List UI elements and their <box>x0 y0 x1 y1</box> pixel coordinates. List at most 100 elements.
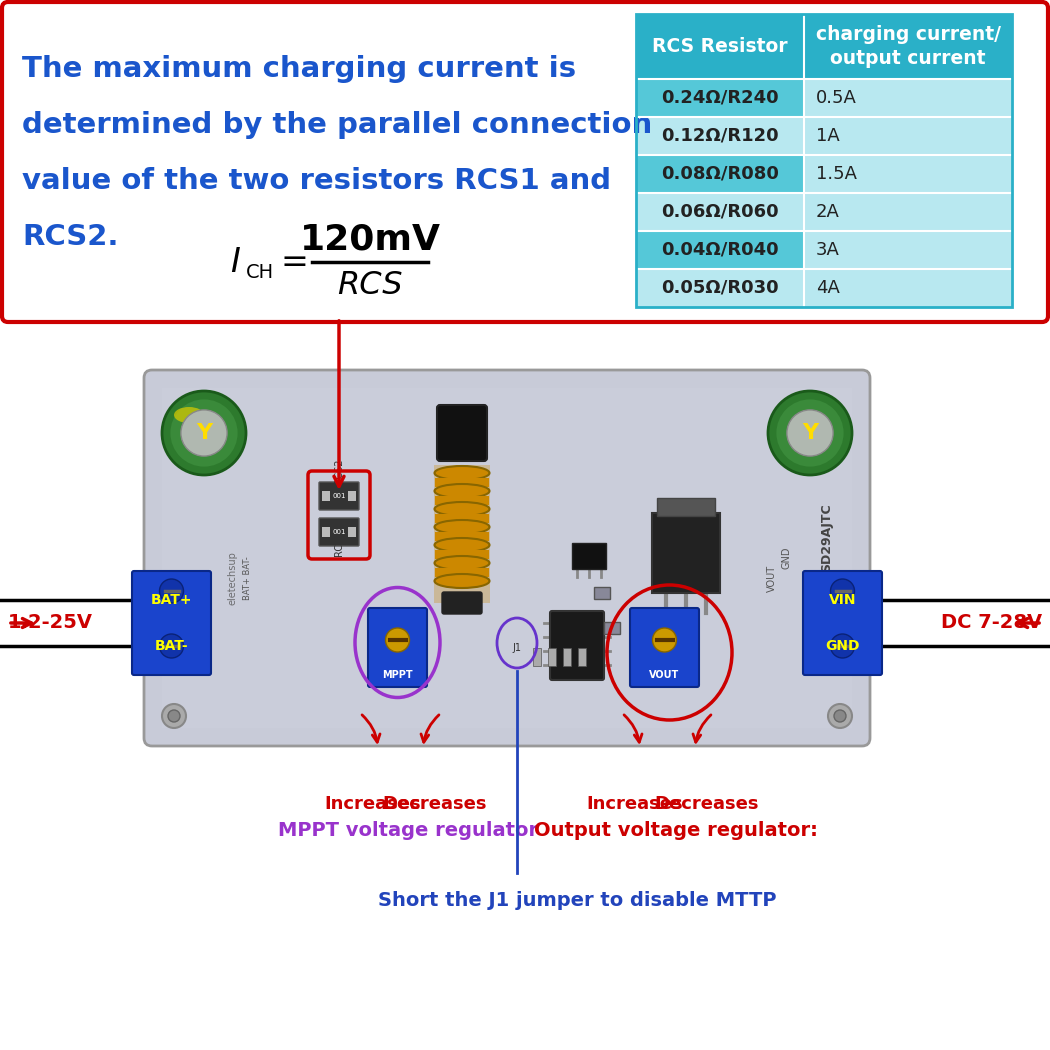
FancyBboxPatch shape <box>434 465 490 603</box>
FancyBboxPatch shape <box>636 269 804 307</box>
Text: eletechsup: eletechsup <box>227 551 237 605</box>
Text: =: = <box>280 246 308 278</box>
Ellipse shape <box>435 484 489 498</box>
Text: Y: Y <box>196 423 212 443</box>
Text: 0.5A: 0.5A <box>816 89 857 107</box>
FancyBboxPatch shape <box>652 513 720 593</box>
Text: VIN: VIN <box>828 593 856 607</box>
Text: 1A: 1A <box>816 127 840 145</box>
Text: 001: 001 <box>332 529 345 536</box>
Text: 0.04Ω/R040: 0.04Ω/R040 <box>662 242 779 259</box>
Text: 0.05Ω/R030: 0.05Ω/R030 <box>662 279 779 297</box>
Text: GND: GND <box>825 639 860 653</box>
Text: BAT+ BAT-: BAT+ BAT- <box>243 556 252 600</box>
Ellipse shape <box>181 410 227 456</box>
FancyBboxPatch shape <box>636 117 804 155</box>
Text: 3A: 3A <box>816 242 840 259</box>
Text: charging current/
output current: charging current/ output current <box>816 25 1001 68</box>
Text: 4A: 4A <box>816 279 840 297</box>
Text: RCS2.: RCS2. <box>22 223 119 251</box>
FancyBboxPatch shape <box>636 79 804 117</box>
Text: J1: J1 <box>512 643 522 653</box>
Bar <box>435 550 489 559</box>
Circle shape <box>168 710 180 722</box>
Circle shape <box>160 634 184 658</box>
FancyBboxPatch shape <box>604 622 620 634</box>
Bar <box>322 527 330 537</box>
Bar <box>435 478 489 487</box>
FancyBboxPatch shape <box>636 155 804 193</box>
FancyBboxPatch shape <box>442 592 482 614</box>
Text: CH: CH <box>246 262 274 281</box>
Ellipse shape <box>435 502 489 516</box>
Text: The maximum charging current is: The maximum charging current is <box>22 55 576 83</box>
Ellipse shape <box>786 410 833 456</box>
Circle shape <box>831 579 855 603</box>
FancyBboxPatch shape <box>804 269 1012 307</box>
Ellipse shape <box>435 520 489 534</box>
Text: 001: 001 <box>332 494 345 499</box>
Text: 1.5A: 1.5A <box>816 165 857 183</box>
FancyBboxPatch shape <box>550 611 604 680</box>
FancyBboxPatch shape <box>804 193 1012 231</box>
Text: VOUT: VOUT <box>649 670 679 680</box>
Text: Y: Y <box>802 423 818 443</box>
FancyBboxPatch shape <box>803 571 882 675</box>
Text: BAT+: BAT+ <box>151 593 192 607</box>
Circle shape <box>385 628 410 652</box>
FancyBboxPatch shape <box>657 498 715 516</box>
FancyBboxPatch shape <box>630 608 699 687</box>
Text: determined by the parallel connection: determined by the parallel connection <box>22 111 652 139</box>
FancyBboxPatch shape <box>636 14 1012 79</box>
Bar <box>435 532 489 541</box>
FancyBboxPatch shape <box>533 648 541 666</box>
Text: Decreases: Decreases <box>655 795 759 813</box>
Text: DC 7-28V: DC 7-28V <box>941 613 1042 632</box>
Text: RCS: RCS <box>337 271 403 301</box>
FancyBboxPatch shape <box>162 388 852 728</box>
Bar <box>435 514 489 523</box>
Text: 0.06Ω/R060: 0.06Ω/R060 <box>662 203 779 220</box>
Text: 0.12Ω/R120: 0.12Ω/R120 <box>662 127 779 145</box>
Ellipse shape <box>435 466 489 480</box>
Text: SD29AJTC: SD29AJTC <box>820 504 834 572</box>
FancyBboxPatch shape <box>563 648 571 666</box>
Ellipse shape <box>170 399 237 466</box>
Text: Increases: Increases <box>324 795 421 813</box>
Text: VOUT: VOUT <box>766 565 777 591</box>
Ellipse shape <box>435 556 489 570</box>
FancyBboxPatch shape <box>144 370 870 746</box>
Ellipse shape <box>768 391 852 475</box>
FancyBboxPatch shape <box>2 2 1048 322</box>
Circle shape <box>162 704 186 728</box>
Text: 1.2-25V: 1.2-25V <box>8 613 93 632</box>
FancyBboxPatch shape <box>636 193 804 231</box>
Text: Decreases: Decreases <box>383 795 487 813</box>
Bar <box>435 496 489 505</box>
FancyBboxPatch shape <box>594 587 610 598</box>
Text: 2A: 2A <box>816 203 840 220</box>
Text: RCS2: RCS2 <box>334 458 344 484</box>
Circle shape <box>831 634 855 658</box>
Text: 120mV: 120mV <box>299 223 441 257</box>
FancyBboxPatch shape <box>319 518 359 546</box>
Text: RCS Resistor: RCS Resistor <box>652 37 788 56</box>
Text: MPPT voltage regulator: MPPT voltage regulator <box>278 821 539 840</box>
Text: Short the J1 jumper to disable MTTP: Short the J1 jumper to disable MTTP <box>378 891 776 910</box>
Text: MPPT: MPPT <box>382 670 413 680</box>
Ellipse shape <box>435 538 489 552</box>
FancyBboxPatch shape <box>804 231 1012 269</box>
Circle shape <box>834 710 846 722</box>
FancyBboxPatch shape <box>548 648 556 666</box>
Text: RCS1: RCS1 <box>334 530 344 555</box>
Text: GND: GND <box>782 547 792 569</box>
FancyBboxPatch shape <box>437 405 487 461</box>
FancyBboxPatch shape <box>804 117 1012 155</box>
Text: value of the two resistors RCS1 and: value of the two resistors RCS1 and <box>22 167 611 195</box>
Circle shape <box>828 704 852 728</box>
Bar <box>322 491 330 501</box>
Ellipse shape <box>776 399 843 466</box>
Ellipse shape <box>162 391 246 475</box>
FancyBboxPatch shape <box>368 608 427 687</box>
FancyBboxPatch shape <box>132 571 211 675</box>
